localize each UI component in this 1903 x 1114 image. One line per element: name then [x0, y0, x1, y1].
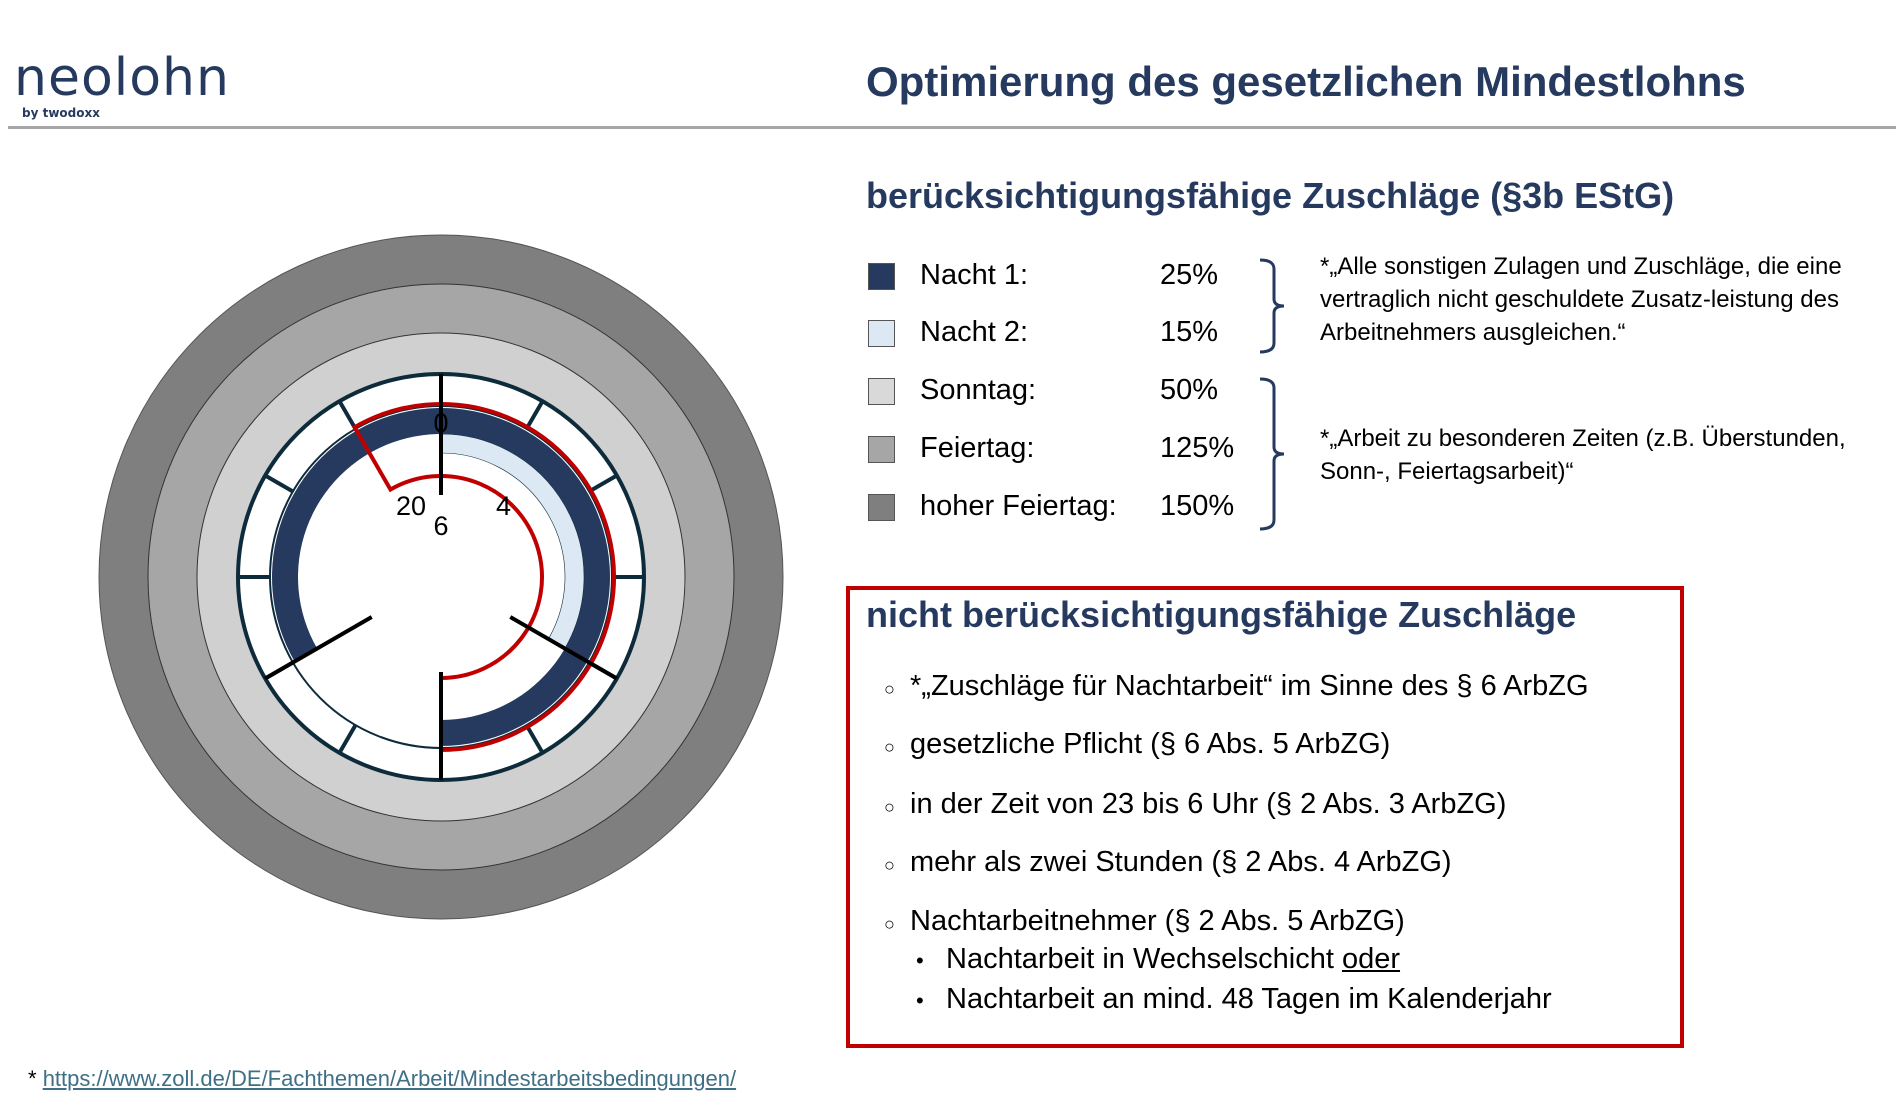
legend-swatch [868, 320, 895, 347]
hour-tick [264, 473, 294, 494]
legend-value: 125% [1160, 432, 1235, 464]
hour-label: 4 [496, 491, 511, 521]
footnote-star: * [28, 1066, 43, 1091]
sub-list-item: • Nachtarbeit an mind. 48 Tagen im Kalend… [916, 983, 1552, 1016]
hour-label: 20 [396, 491, 426, 521]
legend-label: Nacht 1: [920, 259, 1028, 291]
circle-bullet-icon: ○ [884, 679, 895, 699]
dot-bullet-icon: • [916, 988, 924, 1013]
brace-icon [1259, 377, 1285, 531]
logo-byline: by twodoxx [22, 106, 100, 120]
dot-bullet-icon: • [916, 948, 924, 973]
legend-value: 25% [1160, 259, 1219, 291]
page-title: Optimierung des gesetzlichen Mindestlohn… [866, 58, 1746, 105]
hour-label: 0 [433, 408, 448, 438]
legend-swatch [868, 263, 895, 290]
hour-marker-line [509, 615, 618, 681]
legend-swatch [868, 436, 895, 463]
circle-bullet-icon: ○ [884, 914, 895, 934]
non-eligible-box [846, 586, 1684, 1048]
header-divider [8, 126, 1896, 129]
hour-tick [524, 724, 545, 754]
legend-label: Nacht 2: [920, 316, 1028, 348]
list-item: ○ gesetzliche Pflicht (§ 6 Abs. 5 ArbZG) [884, 728, 1390, 761]
brace-icons [1259, 258, 1285, 531]
hour-tick [588, 473, 618, 494]
circle-bullet-icon: ○ [884, 855, 895, 875]
sub-item-underlined: oder [1341, 943, 1401, 975]
legend-label: hoher Feiertag: [920, 490, 1117, 522]
section-heading-non-eligible: nicht berücksichtigungsfähige Zuschläge [866, 594, 1577, 635]
list-item: ○ mehr als zwei Stunden (§ 2 Abs. 4 ArbZG… [884, 846, 1452, 879]
legend-value: 15% [1160, 316, 1219, 348]
hour-label: 6 [433, 511, 448, 541]
circle-bullet-icon: ○ [884, 797, 895, 817]
hour-tick [337, 724, 358, 754]
legend-swatch [868, 494, 895, 521]
legend-label: Feiertag: [920, 432, 1035, 464]
legend-swatch [868, 378, 895, 405]
hour-marker-line [264, 615, 373, 681]
list-item-text: mehr als zwei Stunden (§ 2 Abs. 4 ArbZG) [910, 846, 1452, 878]
legend-value: 50% [1160, 374, 1219, 406]
night-work-clock-diagram: 0 4 620 [98, 234, 784, 920]
sub-item-text: Nachtarbeit in Wechselschicht [946, 943, 1342, 975]
footnote: * https://www.zoll.de/DE/Fachthemen/Arbe… [28, 1066, 736, 1092]
sub-item-text: Nachtarbeit an mind. 48 Tagen im Kalende… [946, 983, 1552, 1015]
brace-icon [1259, 258, 1285, 354]
note-other-surcharges: *„Alle sonstigen Zulagen und Zuschläge, … [1320, 253, 1842, 346]
legend-value: 150% [1160, 490, 1235, 522]
list-item-text: *„Zuschläge für Nachtarbeit“ im Sinne de… [910, 670, 1589, 702]
circle-bullet-icon: ○ [884, 737, 895, 757]
list-item-text: Nachtarbeitnehmer (§ 2 Abs. 5 ArbZG) [910, 905, 1405, 937]
section-heading-eligible: berücksichtigungsfähige Zuschläge (§3b E… [866, 175, 1675, 216]
list-item-text: in der Zeit von 23 bis 6 Uhr (§ 2 Abs. 3… [910, 788, 1507, 820]
night-work-outline [351, 402, 616, 753]
list-item-text: gesetzliche Pflicht (§ 6 Abs. 5 ArbZG) [910, 728, 1391, 760]
logo: neolohn by twodoxx [14, 48, 230, 120]
hour-tick [524, 400, 545, 430]
list-item: ○ *„Zuschläge für Nachtarbeit“ im Sinne d… [884, 670, 1589, 703]
list-item: ○ Nachtarbeitnehmer (§ 2 Abs. 5 ArbZG) [884, 905, 1405, 938]
note-special-times: *„Arbeit zu besonderen Zeiten (z.B. Über… [1320, 425, 1846, 485]
sub-list-item: • Nachtarbeit in Wechselschicht oder [916, 943, 1400, 976]
logo-wordmark: neolohn [14, 48, 230, 108]
footnote-link[interactable]: https://www.zoll.de/DE/Fachthemen/Arbeit… [42, 1066, 737, 1091]
list-item: ○ in der Zeit von 23 bis 6 Uhr (§ 2 Abs. … [884, 788, 1506, 821]
hour-tick [337, 400, 358, 430]
legend-label: Sonntag: [920, 374, 1037, 406]
